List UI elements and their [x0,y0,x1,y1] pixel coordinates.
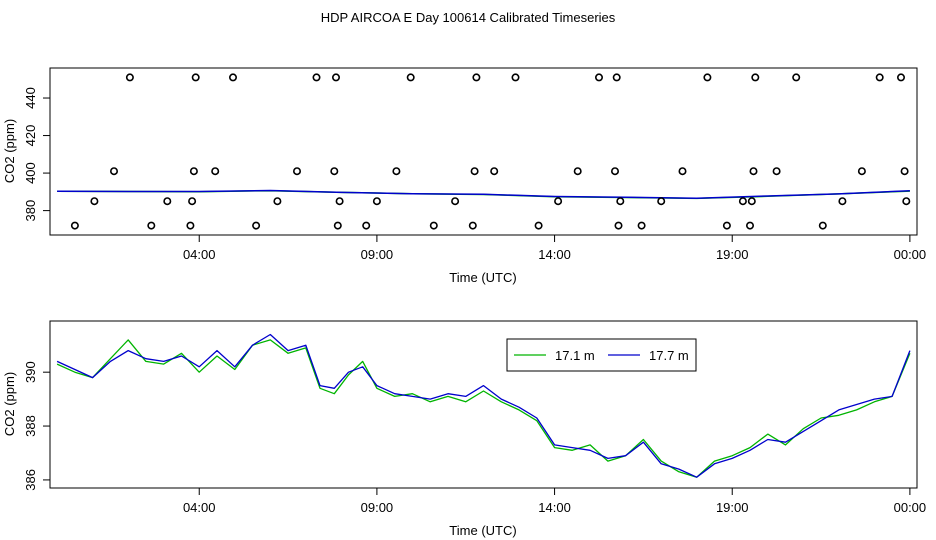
y-tick-label: 390 [23,361,38,383]
x-axis-label-top: Time (UTC) [449,270,516,285]
x-tick-label: 00:00 [894,247,927,262]
scatter-point [490,167,499,176]
scatter-point [896,73,905,82]
scatter-point [125,73,134,82]
scatter-point [406,73,415,82]
scatter-point [110,167,119,176]
scatter-point [857,167,866,176]
series-line-17-7-m [57,189,910,199]
legend-label-17-1m: 17.1 m [555,348,595,363]
scatter-point [747,197,756,206]
legend-label-17-7m: 17.7 m [649,348,689,363]
scatter-point [229,73,238,82]
scatter-point [330,167,339,176]
legend-box [506,338,697,372]
scatter-point [751,73,760,82]
scatter-point [637,221,646,230]
scatter-point [70,221,79,230]
scatter-point [678,167,687,176]
x-tick-label: 09:00 [361,500,394,515]
y-tick-label: 440 [23,87,38,109]
scatter-point [191,73,200,82]
x-tick-label: 09:00 [361,247,394,262]
scatter-point [252,221,261,230]
series-line-17-7-m [56,333,911,478]
scatter-point [703,73,712,82]
scatter-point [188,197,197,206]
y-axis-top: 380 400 420 440 [23,87,50,221]
plot-frame-top [49,67,918,236]
scatter-point [616,197,625,206]
scatter-point [554,197,563,206]
plot-frame-bottom [49,320,918,489]
scatter-point [362,221,371,230]
x-axis-top: 04:00 09:00 14:00 19:00 00:00 [183,235,926,262]
series-lines-top [57,189,910,200]
y-tick-label: 420 [23,125,38,147]
scatter-points-top [70,73,911,230]
chart-title: HDP AIRCOA E Day 100614 Calibrated Times… [321,10,616,25]
scatter-point [738,197,747,206]
panel-bottom-line: 04:00 09:00 14:00 19:00 00:00 386 388 390 Time… [2,320,926,538]
scatter-point [372,197,381,206]
panel-top-scatter: 04:00 09:00 14:00 19:00 00:00 380 400 420 440 T… [2,67,926,285]
y-tick-label: 388 [23,415,38,437]
scatter-point [772,167,781,176]
series-lines-bottom [56,333,911,478]
scatter-point [90,197,99,206]
scatter-point [335,197,344,206]
scatter-point [749,167,758,176]
scatter-point [818,221,827,230]
scatter-point [331,73,340,82]
scatter-point [534,221,543,230]
scatter-point [594,73,603,82]
y-tick-label: 400 [23,162,38,184]
y-axis-label-top: CO2 (ppm) [2,119,17,183]
scatter-point [470,167,479,176]
scatter-point [614,221,623,230]
scatter-point [189,167,198,176]
x-tick-label: 04:00 [183,500,216,515]
y-tick-label: 380 [23,200,38,222]
scatter-point [573,167,582,176]
scatter-point [273,197,282,206]
scatter-point [312,73,321,82]
scatter-point [792,73,801,82]
scatter-point [333,221,342,230]
scatter-point [657,197,666,206]
scatter-point [163,197,172,206]
y-axis-label-bottom: CO2 (ppm) [2,372,17,436]
scatter-point [468,221,477,230]
scatter-point [147,221,156,230]
scatter-point [610,167,619,176]
series-line-17-1-m [56,339,911,478]
x-tick-label: 14:00 [538,500,571,515]
scatter-point [451,197,460,206]
scatter-point [902,197,911,206]
x-axis-label-bottom: Time (UTC) [449,523,516,538]
x-tick-label: 00:00 [894,500,927,515]
scatter-point [472,73,481,82]
scatter-point [838,197,847,206]
x-tick-label: 19:00 [716,500,749,515]
x-tick-label: 14:00 [538,247,571,262]
x-tick-label: 19:00 [716,247,749,262]
scatter-point [511,73,520,82]
scatter-point [900,167,909,176]
scatter-point [722,221,731,230]
scatter-point [186,221,195,230]
scatter-point [429,221,438,230]
y-axis-bottom: 386 388 390 [23,361,50,491]
y-tick-label: 386 [23,469,38,491]
scatter-point [211,167,220,176]
x-tick-label: 04:00 [183,247,216,262]
scatter-point [612,73,621,82]
scatter-point [292,167,301,176]
scatter-point [392,167,401,176]
x-axis-bottom: 04:00 09:00 14:00 19:00 00:00 [183,488,926,515]
legend: 17.1 m 17.7 m [506,338,697,372]
scatter-point [875,73,884,82]
scatter-point [745,221,754,230]
